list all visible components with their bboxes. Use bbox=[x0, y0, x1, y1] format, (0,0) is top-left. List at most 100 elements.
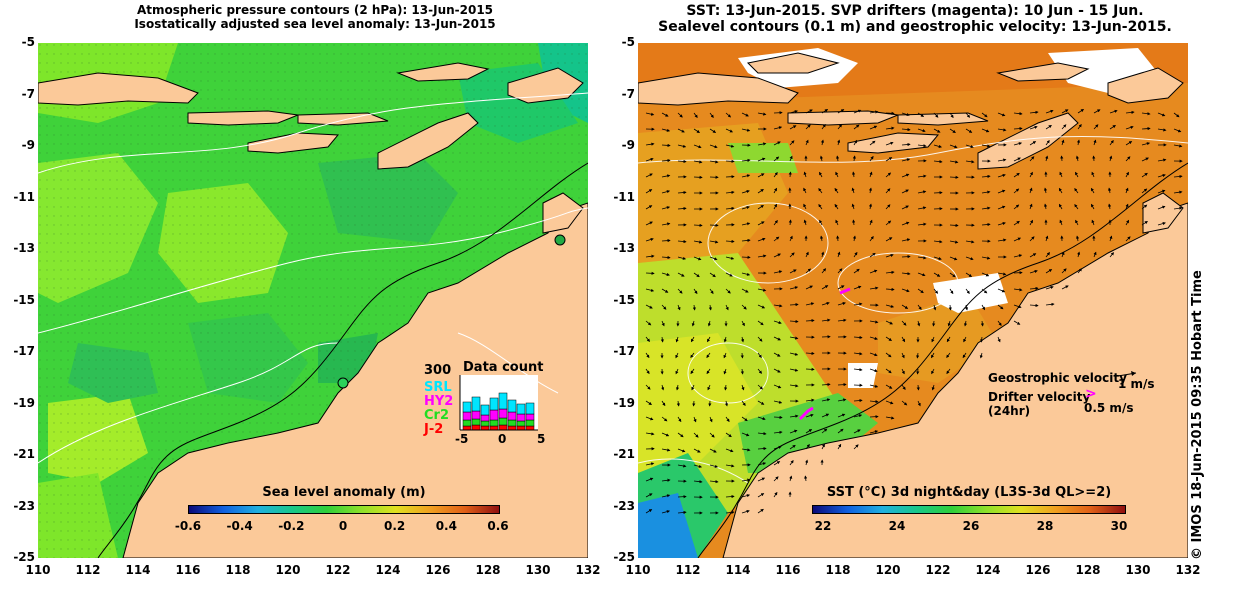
velocity-arrow bbox=[917, 272, 926, 277]
velocity-arrow bbox=[869, 140, 876, 146]
velocity-arrow bbox=[805, 109, 813, 114]
velocity-arrow bbox=[757, 493, 765, 498]
histogram-bar bbox=[489, 397, 499, 411]
velocity-arrow bbox=[917, 304, 922, 311]
histogram-bar bbox=[498, 392, 508, 410]
velocity-arrow bbox=[901, 336, 906, 343]
velocity-arrow bbox=[1029, 110, 1039, 114]
velocity-arrow bbox=[1061, 285, 1069, 290]
velocity-arrow bbox=[901, 272, 911, 276]
velocity-arrow bbox=[709, 256, 718, 261]
velocity-arrow bbox=[1157, 222, 1166, 226]
lat-tick-label: -15 bbox=[13, 292, 35, 307]
histogram-bar bbox=[480, 414, 490, 422]
velocity-arrow bbox=[757, 384, 763, 390]
velocity-arrow bbox=[789, 444, 796, 450]
lat-tick-label: -25 bbox=[13, 550, 35, 564]
velocity-arrow bbox=[821, 413, 830, 418]
sea-level-colorbar-title: Sea level anomaly (m) bbox=[262, 485, 426, 500]
velocity-arrow bbox=[757, 368, 763, 374]
velocity-arrow bbox=[757, 188, 764, 194]
velocity-arrow bbox=[773, 368, 781, 373]
lon-tick-label: 126 bbox=[425, 563, 451, 577]
velocity-arrow bbox=[931, 352, 935, 359]
velocity-arrow bbox=[741, 288, 749, 293]
velocity-arrow bbox=[1173, 206, 1183, 210]
velocity-arrow bbox=[965, 112, 971, 118]
velocity-arrow bbox=[789, 414, 799, 418]
velocity-arrow bbox=[836, 155, 840, 162]
velocity-arrow bbox=[837, 413, 846, 418]
satellite-label: HY2 bbox=[424, 394, 454, 409]
satellite-label: Cr2 bbox=[424, 408, 449, 423]
velocity-arrow bbox=[661, 112, 669, 117]
velocity-arrow bbox=[1093, 139, 1097, 146]
velocity-arrow bbox=[834, 187, 839, 194]
histogram-bar bbox=[507, 399, 517, 413]
velocity-arrow bbox=[885, 400, 894, 405]
colorbar-tick-label: -0.2 bbox=[278, 519, 305, 533]
velocity-arrow bbox=[773, 400, 783, 404]
velocity-arrow bbox=[1125, 171, 1129, 178]
histogram-xtick-5: 5 bbox=[537, 432, 546, 446]
velocity-arrow bbox=[1013, 157, 1021, 162]
velocity-arrow bbox=[933, 304, 937, 311]
geostrophic-velocity-label: Geostrophic velocity bbox=[988, 371, 1127, 385]
velocity-arrow bbox=[725, 272, 733, 277]
velocity-arrow bbox=[949, 160, 959, 164]
imos-credit: © IMOS 18-Jun-2015 09:35 Hobart Time bbox=[1190, 270, 1205, 560]
velocity-arrow bbox=[789, 110, 799, 114]
velocity-arrow bbox=[835, 171, 839, 178]
velocity-arrow bbox=[709, 448, 717, 453]
velocity-arrow bbox=[757, 416, 766, 421]
velocity-arrow bbox=[981, 112, 988, 118]
lon-tick-label: 118 bbox=[825, 563, 851, 577]
velocity-arrow bbox=[661, 206, 671, 210]
velocity-arrow bbox=[1157, 189, 1166, 194]
velocity-arrow bbox=[901, 384, 906, 391]
histogram-bar bbox=[480, 425, 490, 431]
velocity-arrow bbox=[997, 288, 1006, 293]
histogram-xtick-0: 0 bbox=[498, 432, 507, 446]
velocity-arrow bbox=[741, 158, 751, 162]
velocity-arrow bbox=[1173, 112, 1180, 118]
velocity-arrow bbox=[885, 237, 893, 242]
velocity-arrow bbox=[981, 174, 991, 179]
lat-tick-label: -9 bbox=[21, 138, 35, 152]
velocity-arrow bbox=[773, 141, 781, 146]
lon-tick-label: 122 bbox=[925, 563, 951, 577]
velocity-arrow bbox=[819, 235, 824, 242]
velocity-arrow bbox=[805, 285, 814, 290]
velocity-arrow bbox=[773, 415, 783, 419]
velocity-arrow bbox=[693, 464, 703, 468]
velocity-arrow bbox=[963, 320, 968, 327]
velocity-arrow bbox=[917, 112, 925, 117]
velocity-arrow bbox=[741, 304, 747, 310]
left-title-line1: Atmospheric pressure contours (2 hPa): 1… bbox=[136, 3, 494, 17]
australia-landmass bbox=[122, 202, 588, 558]
velocity-arrow bbox=[803, 219, 807, 226]
velocity-arrow bbox=[757, 446, 767, 451]
satellite-label: SRL bbox=[424, 380, 452, 395]
velocity-arrow bbox=[1093, 251, 1097, 258]
lon-tick-label: 128 bbox=[1075, 563, 1101, 577]
velocity-arrow bbox=[707, 320, 711, 327]
velocity-arrow bbox=[885, 220, 892, 226]
velocity-arrow bbox=[981, 272, 990, 277]
velocity-arrow bbox=[981, 206, 991, 210]
velocity-arrow bbox=[725, 190, 735, 194]
velocity-arrow bbox=[677, 112, 683, 118]
velocity-arrow bbox=[661, 255, 671, 260]
lon-tick-label: 116 bbox=[175, 563, 201, 577]
histogram-bar bbox=[507, 425, 517, 431]
velocity-arrow bbox=[869, 155, 874, 162]
velocity-arrow bbox=[981, 288, 988, 294]
velocity-arrow bbox=[821, 251, 825, 258]
velocity-arrow bbox=[901, 189, 909, 194]
velocity-arrow bbox=[805, 139, 809, 146]
velocity-arrow bbox=[1013, 304, 1022, 309]
velocity-arrow bbox=[741, 112, 749, 117]
histogram-bar bbox=[516, 403, 526, 415]
australia-landmass-sst bbox=[722, 202, 1188, 558]
velocity-arrow bbox=[917, 222, 927, 226]
